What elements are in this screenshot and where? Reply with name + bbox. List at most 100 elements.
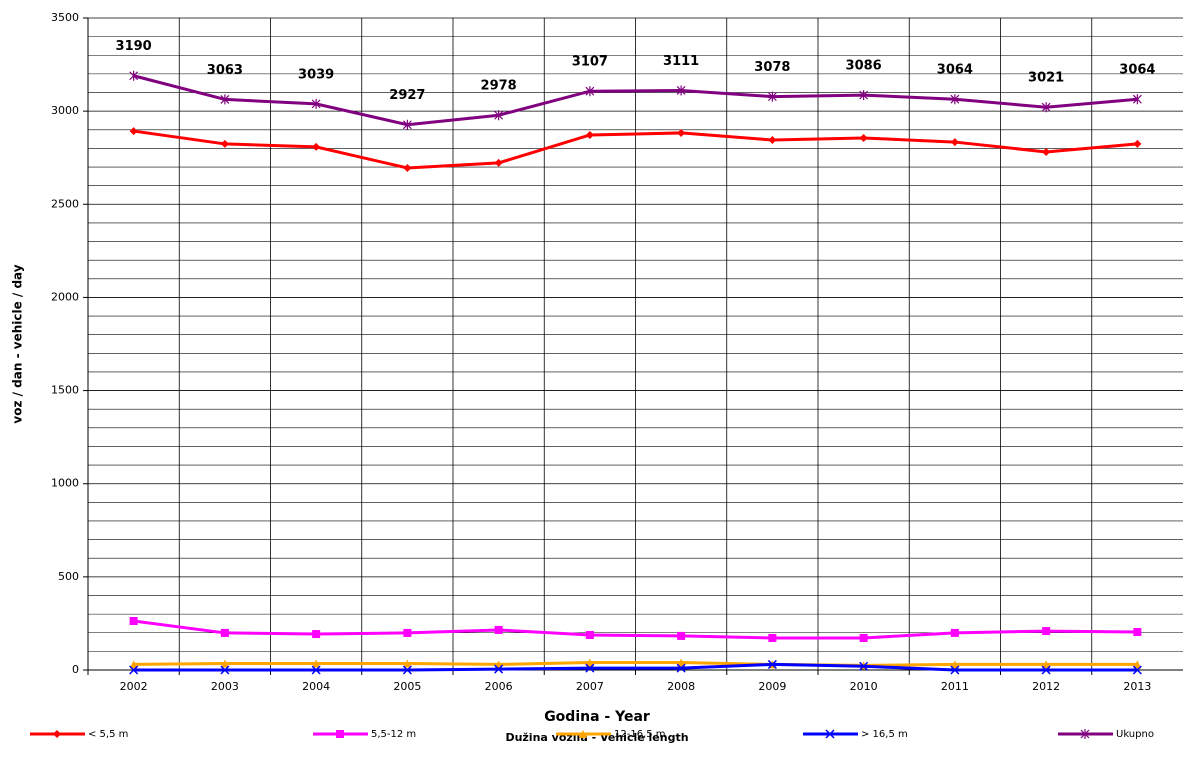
- data-label: 3021: [1028, 71, 1064, 86]
- marker: [585, 130, 594, 139]
- marker: [312, 630, 321, 639]
- marker: [220, 139, 229, 148]
- marker: [859, 90, 869, 101]
- marker: [220, 665, 230, 675]
- marker: [1133, 627, 1142, 636]
- marker: [676, 663, 686, 673]
- marker: [1132, 665, 1142, 675]
- x-tick-label: 2009: [758, 680, 786, 693]
- marker: [1041, 665, 1051, 675]
- marker: [336, 730, 344, 738]
- marker: [129, 665, 139, 675]
- x-tick-label: 2002: [120, 680, 148, 693]
- x-axis-title: Godina - Year: [544, 709, 650, 725]
- marker: [677, 658, 686, 667]
- x-tick-label: 2005: [393, 680, 421, 693]
- y-tick-label: 0: [72, 663, 79, 676]
- marker: [859, 633, 868, 642]
- marker: [859, 133, 868, 142]
- data-label: 3064: [1119, 63, 1155, 78]
- marker: [129, 127, 138, 136]
- data-label: 3064: [937, 63, 973, 78]
- data-label: 3078: [754, 60, 790, 75]
- data-label: 3063: [207, 63, 243, 78]
- data-label: 3190: [116, 39, 152, 54]
- marker: [767, 91, 777, 102]
- x-tick-label: 2013: [1123, 680, 1151, 693]
- marker: [1042, 147, 1051, 156]
- legend-label: Ukupno: [1116, 729, 1154, 740]
- marker: [677, 631, 686, 640]
- marker: [677, 128, 686, 137]
- x-tick-label: 2006: [485, 680, 513, 693]
- marker: [220, 659, 229, 668]
- y-tick-label: 3000: [51, 104, 79, 117]
- marker: [494, 110, 504, 121]
- legend-label: > 16,5 m: [861, 729, 908, 740]
- series-line: [133, 661, 1138, 667]
- x-tick-label: 2008: [667, 680, 695, 693]
- data-label: 3039: [298, 67, 334, 82]
- marker: [129, 660, 138, 669]
- x-axis-subtitle: Dužina vozila - Vehicle length: [505, 731, 688, 744]
- marker: [311, 98, 321, 109]
- y-tick-label: 2500: [51, 197, 79, 210]
- y-tick-label: 3500: [51, 11, 79, 24]
- series-line: [133, 662, 1138, 672]
- marker: [220, 94, 230, 105]
- data-label: 2927: [389, 88, 425, 103]
- x-tick-label: 2011: [941, 680, 969, 693]
- legend-label: < 5,5 m: [88, 729, 128, 740]
- marker: [53, 730, 61, 738]
- marker: [585, 630, 594, 639]
- marker: [1042, 627, 1051, 636]
- marker: [1042, 660, 1051, 669]
- marker: [220, 628, 229, 637]
- series-line: [133, 129, 1138, 170]
- marker: [950, 660, 959, 669]
- marker: [1041, 102, 1051, 113]
- marker: [579, 730, 587, 738]
- marker: [1133, 139, 1142, 148]
- marker: [1080, 729, 1090, 739]
- series-line: [133, 74, 1138, 127]
- marker: [950, 138, 959, 147]
- y-tick-label: 1500: [51, 384, 79, 397]
- data-label: 2978: [481, 79, 517, 94]
- x-tick-label: 2003: [211, 680, 239, 693]
- marker: [494, 664, 504, 674]
- marker: [585, 658, 594, 667]
- marker: [311, 665, 321, 675]
- legend-label: 5,5-12 m: [371, 729, 416, 740]
- y-tick-label: 2000: [51, 290, 79, 303]
- marker: [767, 659, 777, 669]
- marker: [950, 94, 960, 105]
- marker: [768, 633, 777, 642]
- marker: [129, 70, 139, 81]
- marker: [312, 659, 321, 668]
- x-tick-label: 2004: [302, 680, 330, 693]
- legend-label: 12-16,5 m: [614, 729, 666, 740]
- marker: [859, 661, 869, 671]
- marker: [129, 617, 138, 626]
- marker: [768, 136, 777, 145]
- data-label: 3086: [846, 59, 882, 74]
- y-axis-title: voz / dan - vehicle / day: [11, 264, 25, 423]
- marker: [676, 85, 686, 96]
- data-label: 3111: [663, 54, 699, 69]
- marker: [1132, 94, 1142, 105]
- data-label: 3107: [572, 55, 608, 70]
- y-tick-label: 500: [58, 570, 79, 583]
- x-tick-label: 2010: [850, 680, 878, 693]
- marker: [585, 663, 595, 673]
- marker: [1133, 660, 1142, 669]
- marker: [494, 625, 503, 634]
- marker: [402, 665, 412, 675]
- marker: [825, 729, 835, 739]
- marker: [312, 142, 321, 151]
- x-tick-label: 2012: [1032, 680, 1060, 693]
- marker: [403, 163, 412, 172]
- marker: [494, 158, 503, 167]
- marker: [950, 665, 960, 675]
